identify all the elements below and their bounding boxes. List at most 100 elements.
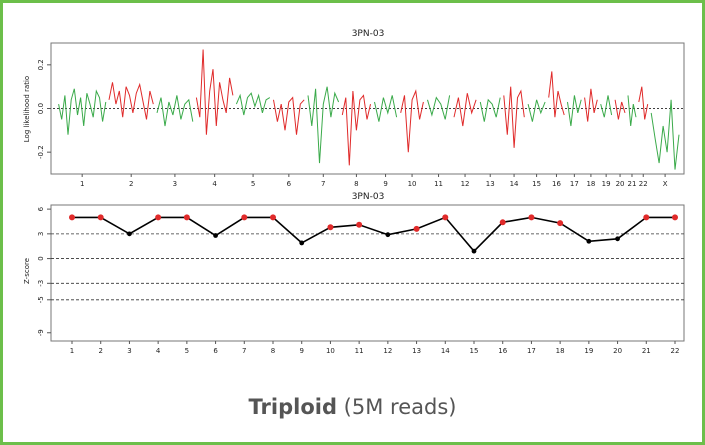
chart2-ytick-label: -9 xyxy=(37,329,45,336)
zscore-point-6 xyxy=(213,233,218,238)
chart1-y-axis: 0.2 0.0 -0.2 xyxy=(37,59,51,159)
chromosome-series-21 xyxy=(627,95,637,127)
chart1-xtick-label: 16 xyxy=(552,180,561,188)
chart1-xtick-label: 1 xyxy=(80,180,84,188)
chart2-xtick-label: 17 xyxy=(527,347,536,355)
chart1-ytick-label: 0.0 xyxy=(37,103,45,114)
chart1-xtick-label: 2 xyxy=(129,180,133,188)
chromosome-series-15 xyxy=(527,99,546,122)
chromosome-series-9 xyxy=(374,95,398,122)
zscore-point-1 xyxy=(69,214,75,221)
chart2-xtick-label: 16 xyxy=(498,347,507,355)
chart1-xtick-label: 17 xyxy=(570,180,579,188)
zscore-point-17 xyxy=(528,214,535,221)
chart1-xtick-label: 15 xyxy=(532,180,541,188)
zscore-point-22 xyxy=(672,214,678,221)
chromosome-series-4 xyxy=(195,49,234,135)
zscore-point-13 xyxy=(413,225,420,232)
chromosome-series-18 xyxy=(584,88,598,122)
chromosome-series-1 xyxy=(58,88,107,135)
chart2-xtick-label: 11 xyxy=(355,347,364,355)
chromosome-series-3 xyxy=(156,95,194,127)
chart1-xtick-label: 13 xyxy=(486,180,495,188)
chart1-ytick-label: -0.2 xyxy=(37,145,45,159)
chromosome-series-20 xyxy=(614,99,626,120)
chart1-ytick-label: 0.2 xyxy=(37,59,45,70)
caption: Triploid (5M reads) xyxy=(3,395,702,419)
chart1-xtick-label: 6 xyxy=(287,180,292,188)
zscore-point-14 xyxy=(442,214,449,221)
chromosome-series-X xyxy=(650,99,680,170)
zscore-point-10 xyxy=(327,224,334,231)
chromosome-series-11 xyxy=(427,95,451,120)
chart1-xtick-label: 10 xyxy=(408,180,417,188)
zscore-point-5 xyxy=(183,214,190,221)
chart2-xtick-label: 12 xyxy=(383,347,392,355)
chart1-xtick-label: 5 xyxy=(251,180,255,188)
chart2-xtick-label: 7 xyxy=(242,347,246,355)
zscore-point-16 xyxy=(499,219,506,226)
chart2-xtick-label: 21 xyxy=(642,347,651,355)
chart1-xtick-label: 12 xyxy=(461,180,470,188)
chart2-y-axis: 6 3 0 -3 -5 -9 xyxy=(37,206,51,336)
chart1-ylabel: Log likelihood ratio xyxy=(23,76,31,142)
chart2-ylabel: Z-score xyxy=(23,258,31,284)
chromosome-series-13 xyxy=(479,97,501,122)
zscore-point-11 xyxy=(356,221,363,228)
zscore-point-21 xyxy=(643,214,650,221)
chart2-xtick-label: 1 xyxy=(70,347,74,355)
chromosome-series-16 xyxy=(548,71,565,118)
chart1-x-axis: 1 2 3 4 5 6 7 8 9 10 11 12 13 14 15 16 17 18 19 20 21 22 X xyxy=(80,174,668,188)
zscore-point-19 xyxy=(586,238,592,244)
chromosome-series-12 xyxy=(453,93,477,127)
chromosome-series-7 xyxy=(307,86,340,164)
caption-bold: Triploid xyxy=(248,395,337,419)
zscore-point-2 xyxy=(97,214,104,221)
chart2-xtick-label: 10 xyxy=(326,347,335,355)
chart-canvas: 3PN-03 Log likelihood ratio 0.2 0.0 -0.2 1… xyxy=(23,29,685,355)
chromosome-series-17 xyxy=(567,95,582,127)
chart1-xtick-label: 19 xyxy=(602,180,611,188)
chart1-xtick-label: 22 xyxy=(639,180,648,188)
chart2-xtick-label: 19 xyxy=(584,347,593,355)
chromosome-series-22 xyxy=(638,86,649,120)
chart2-plot-area xyxy=(50,204,685,342)
zscore-point-15 xyxy=(471,248,477,254)
chromosome-series-8 xyxy=(341,90,371,166)
chart1-xtick-label: 9 xyxy=(383,180,387,188)
chromosome-series-5 xyxy=(235,92,271,116)
chart2-x-axis: 1 2 3 4 5 6 7 8 9 10 11 12 13 14 15 16 17 18 19 20 21 22 xyxy=(70,341,680,355)
chart2-xtick-label: 13 xyxy=(412,347,421,355)
zscore-point-12 xyxy=(385,232,391,238)
chromosome-series-2 xyxy=(108,82,154,120)
chromosome-series-6 xyxy=(273,96,305,135)
zscore-point-8 xyxy=(270,214,276,221)
chart2-ytick-label: 0 xyxy=(37,256,45,260)
chart2-xtick-label: 8 xyxy=(271,347,275,355)
caption-rest: (5M reads) xyxy=(337,395,457,419)
chromosome-series-19 xyxy=(600,95,613,118)
chart2-xtick-label: 2 xyxy=(98,347,102,355)
zscore-point-20 xyxy=(615,236,620,242)
chart1-title: 3PN-03 xyxy=(352,29,385,39)
chart2-xtick-label: 3 xyxy=(127,347,131,355)
chart1-xtick-label: 7 xyxy=(321,180,325,188)
chart1-xtick-label: X xyxy=(663,180,668,188)
zscore-point-9 xyxy=(299,240,305,246)
chart2-points xyxy=(69,214,678,254)
chart2-ytick-label: 3 xyxy=(37,232,45,236)
chart2-xtick-label: 6 xyxy=(213,347,218,355)
chart1-xtick-label: 8 xyxy=(354,180,358,188)
chart2-xtick-label: 18 xyxy=(556,347,565,355)
chart2-xtick-label: 22 xyxy=(671,347,680,355)
chart1-xtick-label: 20 xyxy=(616,180,625,188)
chart2-xtick-label: 9 xyxy=(299,347,303,355)
chart2-xtick-label: 20 xyxy=(613,347,622,355)
zscore-line xyxy=(72,216,675,253)
chart2-xtick-label: 4 xyxy=(156,347,161,355)
chart2-line xyxy=(72,216,675,253)
chart1-xtick-label: 21 xyxy=(628,180,637,188)
zscore-point-4 xyxy=(155,214,162,221)
chart2-title: 3PN-03 xyxy=(352,192,385,202)
